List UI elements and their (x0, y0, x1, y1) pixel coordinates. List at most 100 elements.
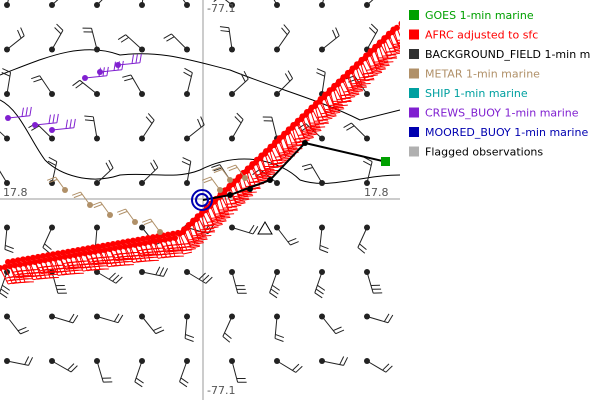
wind-barb (297, 120, 314, 138)
wind-barb (347, 72, 363, 91)
grid-point (94, 180, 100, 186)
afrc-point (249, 161, 256, 168)
afrc-point (17, 261, 23, 268)
wind-barb (231, 112, 244, 139)
afrc-point (372, 43, 379, 50)
wind-barb (350, 71, 367, 89)
wind-barb (321, 27, 340, 50)
afrc-point (276, 135, 283, 142)
afrc-point (344, 69, 351, 76)
wind-barb (315, 103, 333, 121)
wind-barb (51, 23, 64, 50)
afrc-point (331, 82, 338, 89)
grid-point (364, 135, 370, 142)
wind-barb (256, 159, 272, 178)
grid-point (319, 358, 325, 364)
wind-barb (301, 163, 323, 184)
grid-point (139, 2, 145, 8)
wind-barb (288, 129, 306, 146)
wind-barb (0, 271, 10, 299)
grid-point (94, 224, 100, 231)
afrc-point (117, 244, 123, 251)
legend-label: CREWS_BUOY 1-min marine (425, 107, 579, 120)
wind-barb (183, 67, 193, 95)
afrc-point (102, 247, 108, 253)
grid-point (49, 2, 55, 8)
afrc-point (385, 30, 392, 37)
afrc-point (47, 256, 53, 263)
wind-barb (196, 218, 212, 237)
wind-barb (191, 223, 208, 241)
afrc-point (253, 156, 260, 163)
afrc-point (194, 213, 201, 220)
crews-point (97, 69, 103, 75)
wind-barb (179, 360, 189, 388)
legend-label: SHIP 1-min marine (425, 87, 528, 100)
afrc-point (304, 109, 310, 115)
wind-barb (324, 94, 340, 113)
afrc-point (322, 91, 329, 98)
afrc-point (367, 48, 374, 55)
wind-barb (323, 97, 341, 115)
wind-barb (69, 255, 84, 274)
grid-point (229, 313, 235, 320)
grid-point (94, 313, 100, 320)
grid-point (4, 135, 10, 142)
metar-point (87, 202, 93, 208)
legend-label: Flagged observations (425, 146, 543, 159)
grid-point (274, 313, 280, 320)
wind-barb (186, 271, 213, 284)
grid-point (319, 313, 325, 320)
grid-point (184, 135, 190, 142)
background-point (302, 140, 308, 146)
grid-point (49, 358, 55, 364)
afrc-point (176, 230, 183, 237)
afrc-point (97, 247, 103, 254)
grid-point (274, 358, 280, 364)
wind-barb (320, 98, 337, 117)
wind-barb (141, 113, 155, 139)
afrc-point (2, 264, 8, 271)
grid-point (229, 135, 235, 142)
wind-barb (276, 360, 303, 373)
afrc-point (381, 35, 388, 42)
afrc-point (354, 61, 361, 68)
grid-point (139, 269, 145, 275)
crews-point (49, 127, 55, 133)
wind-barb (231, 70, 249, 95)
grid-point (229, 2, 235, 8)
wind-barb (119, 247, 134, 266)
wind-barb (283, 133, 299, 152)
wind-barb (337, 84, 352, 103)
afrc-point (57, 254, 63, 261)
wind-barb (269, 149, 284, 168)
afrc-point (22, 260, 28, 267)
grid-point (184, 269, 190, 275)
wind-barb (270, 146, 287, 164)
afrc-point (317, 95, 324, 102)
legend-swatch (409, 68, 419, 79)
wind-barb (379, 42, 397, 60)
wind-barb (276, 70, 294, 95)
wind-barb (246, 171, 261, 190)
plot-area (0, 0, 400, 400)
wind-barb (273, 144, 292, 162)
wind-barb (206, 207, 223, 225)
wind-barb (342, 77, 359, 95)
coastline (0, 49, 401, 121)
wind-barb (231, 360, 247, 383)
grid-point (184, 91, 190, 97)
wind-barb (187, 227, 204, 245)
grid-point (184, 46, 190, 53)
wind-barb (7, 106, 32, 119)
grid-point (94, 91, 100, 97)
wind-barb (382, 40, 398, 59)
wind-barb (218, 197, 235, 215)
background-point (247, 186, 253, 192)
afrc-point (313, 100, 320, 107)
wind-barb (366, 313, 394, 324)
grid-point (319, 46, 325, 53)
wind-barb (228, 188, 246, 206)
wind-barb (122, 74, 143, 95)
wind-barb (333, 85, 352, 103)
